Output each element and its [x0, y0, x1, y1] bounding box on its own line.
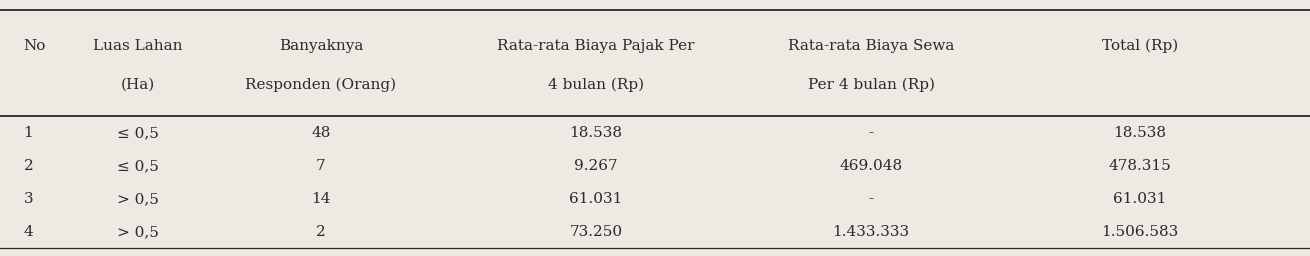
Text: 1.433.333: 1.433.333 — [833, 225, 909, 239]
Text: > 0,5: > 0,5 — [117, 192, 159, 206]
Text: Total (Rp): Total (Rp) — [1102, 39, 1178, 53]
Text: 48: 48 — [312, 126, 330, 140]
Text: No: No — [24, 39, 46, 53]
Text: Banyaknya: Banyaknya — [279, 39, 363, 53]
Text: (Ha): (Ha) — [121, 78, 155, 91]
Text: -: - — [869, 126, 874, 140]
Text: 61.031: 61.031 — [1114, 192, 1166, 206]
Text: Luas Lahan: Luas Lahan — [93, 39, 182, 53]
Text: 61.031: 61.031 — [570, 192, 622, 206]
Text: 469.048: 469.048 — [840, 159, 903, 173]
Text: > 0,5: > 0,5 — [117, 225, 159, 239]
Text: 4 bulan (Rp): 4 bulan (Rp) — [548, 77, 645, 92]
Text: ≤ 0,5: ≤ 0,5 — [117, 126, 159, 140]
Text: 3: 3 — [24, 192, 33, 206]
Text: 73.250: 73.250 — [570, 225, 622, 239]
Text: Responden (Orang): Responden (Orang) — [245, 77, 397, 92]
Text: -: - — [869, 192, 874, 206]
Text: Rata-rata Biaya Pajak Per: Rata-rata Biaya Pajak Per — [498, 39, 694, 53]
Text: 18.538: 18.538 — [1114, 126, 1166, 140]
Text: 2: 2 — [24, 159, 33, 173]
Text: 1: 1 — [24, 126, 33, 140]
Text: 1.506.583: 1.506.583 — [1102, 225, 1178, 239]
Text: 2: 2 — [316, 225, 326, 239]
Text: 18.538: 18.538 — [570, 126, 622, 140]
Text: 7: 7 — [316, 159, 326, 173]
Text: 9.267: 9.267 — [574, 159, 618, 173]
Text: Per 4 bulan (Rp): Per 4 bulan (Rp) — [808, 77, 934, 92]
Text: 14: 14 — [312, 192, 330, 206]
Text: ≤ 0,5: ≤ 0,5 — [117, 159, 159, 173]
Text: 478.315: 478.315 — [1108, 159, 1171, 173]
Text: Rata-rata Biaya Sewa: Rata-rata Biaya Sewa — [787, 39, 955, 53]
Text: 4: 4 — [24, 225, 33, 239]
